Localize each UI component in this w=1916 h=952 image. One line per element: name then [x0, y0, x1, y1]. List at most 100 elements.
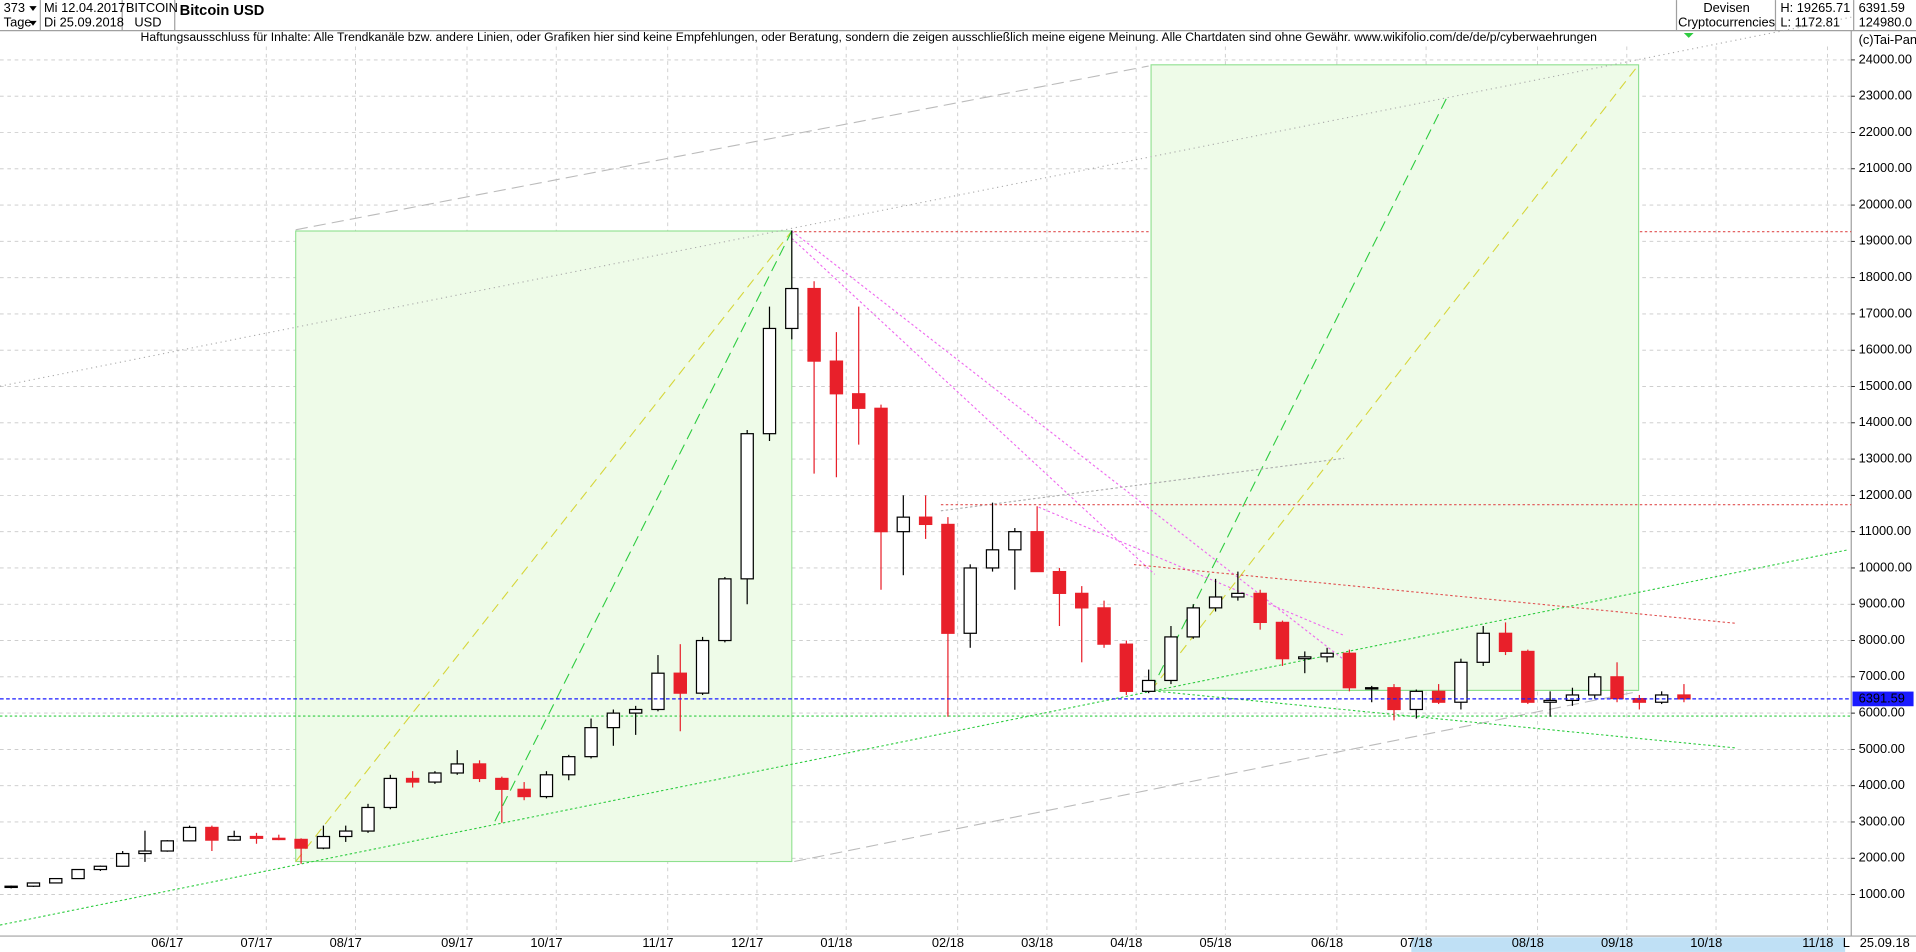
x-tick-label: 01/18: [820, 935, 852, 950]
y-tick-label: 5000.00: [1859, 741, 1905, 756]
candle-body: [1677, 694, 1691, 700]
candle-body: [1008, 531, 1022, 551]
candle-body: [93, 865, 108, 871]
candle-body: [272, 837, 286, 841]
candle-body: [1052, 570, 1067, 594]
y-tick-label: 1000.00: [1859, 886, 1905, 901]
end-date-short: 25.09.18: [1860, 935, 1910, 950]
annotations: [0, 16, 1852, 926]
y-tick-label: 6000.00: [1859, 705, 1905, 720]
trend-line: [791, 237, 1156, 575]
y-tick-label: 11000.00: [1859, 523, 1912, 538]
candle-body: [918, 516, 933, 526]
candle-body: [517, 788, 531, 798]
copyright: (c)Tai-Pan: [1859, 32, 1916, 47]
x-tick-label: 05/18: [1200, 935, 1232, 950]
candle-body: [896, 516, 911, 533]
candle-body: [851, 393, 866, 409]
y-tick-label: 19000.00: [1859, 233, 1913, 248]
candle-body: [1588, 676, 1602, 696]
candle-body: [1543, 699, 1557, 703]
dropdown-arrow[interactable]: [29, 6, 37, 12]
y-tick-label: 23000.00: [1859, 88, 1913, 103]
candle-body: [26, 882, 41, 887]
scale-mode[interactable]: L: [1843, 935, 1850, 950]
dropdown-arrow[interactable]: [29, 20, 37, 26]
candle-body: [1141, 679, 1156, 692]
x-tick-label: 09/17: [441, 935, 473, 950]
y-tick-label: 16000.00: [1859, 342, 1913, 357]
candle-body: [227, 835, 241, 841]
y-tick-label: 22000.00: [1859, 124, 1913, 139]
candle-body: [562, 756, 576, 776]
candle-body: [205, 826, 219, 841]
x-tick-label: 08/18: [1512, 935, 1544, 950]
candle-body: [539, 774, 554, 798]
last-price-label: 6391.59: [1859, 690, 1905, 705]
candle-body: [405, 777, 420, 783]
bars-count[interactable]: 373: [4, 0, 25, 15]
symbol: BITCOIN: [126, 0, 178, 15]
y-tick-label: 13000.00: [1859, 450, 1913, 465]
time-selection[interactable]: [1411, 937, 1846, 952]
group: Devisen: [1703, 0, 1749, 15]
candle-body: [1342, 652, 1357, 689]
subgroup: Cryptocurrencies: [1678, 15, 1775, 30]
currency: USD: [134, 15, 161, 30]
period[interactable]: Tage: [4, 15, 32, 30]
x-tick-label: 12/17: [731, 935, 763, 950]
trend-line: [0, 16, 1852, 387]
y-tick-label: 18000.00: [1859, 269, 1913, 284]
trend-line: [1038, 506, 1345, 636]
x-tick-label: 03/18: [1021, 935, 1053, 950]
candle-body: [673, 672, 687, 694]
candle-body: [1654, 694, 1669, 703]
candle-body: [1119, 643, 1134, 692]
candle-body: [1454, 661, 1468, 703]
candle-body: [718, 578, 732, 642]
candle-body: [628, 708, 643, 714]
candle-body: [1164, 636, 1178, 682]
bars-dropdown[interactable]: 373: [4, 0, 37, 15]
x-tick-label: 07/17: [240, 935, 272, 950]
y-tick-label: 12000.00: [1859, 487, 1913, 502]
candle-body: [4, 885, 18, 889]
y-tick-label: 20000.00: [1859, 196, 1913, 211]
y-tick-label: 2000.00: [1859, 850, 1905, 865]
x-tick-label: 06/17: [151, 935, 183, 950]
candle-body: [695, 639, 710, 694]
header: 373 Tage Mi 12.04.2017 Di 25.09.2018 BIT…: [0, 0, 1916, 47]
last-price: 6391.59: [1859, 0, 1905, 15]
candle-body: [182, 826, 197, 842]
candle-body: [472, 763, 487, 780]
y-tick-label: 15000.00: [1859, 378, 1913, 393]
x-tick-label: 10/18: [1690, 935, 1722, 950]
trend-line: [494, 230, 793, 822]
candle-body: [740, 433, 754, 580]
y-tick-label: 3000.00: [1859, 813, 1905, 828]
candles: [4, 230, 1691, 889]
period-dropdown[interactable]: Tage: [4, 15, 37, 30]
candle-body: [651, 672, 665, 711]
candle-body: [1476, 632, 1490, 663]
disclaimer: Haftungsausschluss für Inhalte: Alle Tre…: [141, 30, 1597, 44]
candle-body: [138, 850, 152, 855]
candle-body: [1231, 592, 1245, 598]
candle-body: [1498, 632, 1513, 653]
period-low: L: 1172.81: [1780, 15, 1840, 30]
candle-body: [1565, 694, 1580, 702]
candle-body: [1253, 592, 1267, 624]
candle-body: [1431, 690, 1446, 703]
marker: [1683, 33, 1694, 38]
candle-body: [1320, 652, 1334, 658]
y-tick-label: 14000.00: [1859, 414, 1913, 429]
trend-line: [1150, 64, 1640, 691]
y-tick-label: 21000.00: [1859, 160, 1913, 175]
x-tick-label: 07/18: [1400, 935, 1432, 950]
end-date: Di 25.09.2018: [44, 15, 124, 30]
trend-line: [940, 457, 1345, 512]
y-tick-label: 8000.00: [1859, 632, 1905, 647]
candle-body: [1409, 690, 1424, 711]
